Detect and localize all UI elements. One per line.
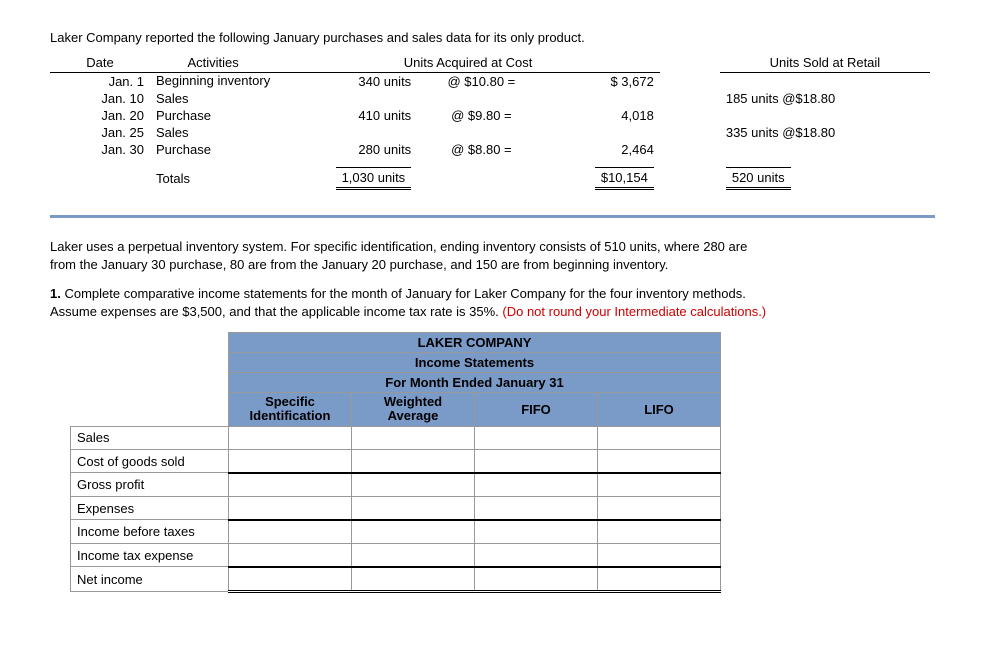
stmt-title-2: Income Statements xyxy=(229,353,721,373)
row-gp: Gross profit xyxy=(71,473,229,497)
table-row: Jan. 30 Purchase 280 units @ $8.80 = 2,4… xyxy=(50,141,930,158)
input-cell[interactable] xyxy=(475,449,598,473)
paragraph-1: Laker uses a perpetual inventory system.… xyxy=(50,238,770,273)
input-cell[interactable] xyxy=(475,473,598,497)
input-cell[interactable] xyxy=(352,473,475,497)
input-cell[interactable] xyxy=(229,520,352,544)
input-cell[interactable] xyxy=(352,449,475,473)
input-cell[interactable] xyxy=(229,473,352,497)
row-exp: Expenses xyxy=(71,496,229,520)
table-row: Jan. 20 Purchase 410 units @ $9.80 = 4,0… xyxy=(50,107,930,124)
row-ni: Net income xyxy=(71,567,229,592)
table-row: Jan. 10 Sales 185 units @$18.80 xyxy=(50,90,930,107)
input-cell[interactable] xyxy=(352,520,475,544)
divider xyxy=(50,207,935,218)
col-weighted: Weighted Average xyxy=(352,393,475,427)
input-cell[interactable] xyxy=(229,496,352,520)
table-row: Jan. 25 Sales 335 units @$18.80 xyxy=(50,124,930,141)
totals-row: Totals 1,030 units $10,154 520 units xyxy=(50,166,930,191)
input-cell[interactable] xyxy=(229,426,352,449)
input-cell[interactable] xyxy=(229,543,352,567)
input-cell[interactable] xyxy=(475,543,598,567)
income-statement-table: LAKER COMPANY Income Statements For Mont… xyxy=(70,332,721,593)
stmt-title-1: LAKER COMPANY xyxy=(229,333,721,353)
intro-text: Laker Company reported the following Jan… xyxy=(50,30,935,45)
input-cell[interactable] xyxy=(598,449,721,473)
question-1: 1. Complete comparative income statement… xyxy=(50,285,770,320)
hdr-activities: Activities xyxy=(150,53,276,73)
row-sales: Sales xyxy=(71,426,229,449)
row-tax: Income tax expense xyxy=(71,543,229,567)
input-cell[interactable] xyxy=(475,520,598,544)
input-cell[interactable] xyxy=(475,567,598,592)
col-fifo: FIFO xyxy=(475,393,598,427)
input-cell[interactable] xyxy=(352,567,475,592)
purchases-table: Date Activities Units Acquired at Cost U… xyxy=(50,53,930,191)
input-cell[interactable] xyxy=(352,426,475,449)
col-lifo: LIFO xyxy=(598,393,721,427)
hdr-date: Date xyxy=(50,53,150,73)
input-cell[interactable] xyxy=(598,520,721,544)
row-ibt: Income before taxes xyxy=(71,520,229,544)
input-cell[interactable] xyxy=(352,496,475,520)
input-cell[interactable] xyxy=(475,426,598,449)
col-specific: Specific Identification xyxy=(229,393,352,427)
input-cell[interactable] xyxy=(598,543,721,567)
input-cell[interactable] xyxy=(229,449,352,473)
input-cell[interactable] xyxy=(229,567,352,592)
row-cogs: Cost of goods sold xyxy=(71,449,229,473)
input-cell[interactable] xyxy=(598,496,721,520)
hdr-sold: Units Sold at Retail xyxy=(720,53,930,73)
hdr-acquired: Units Acquired at Cost xyxy=(276,53,660,73)
input-cell[interactable] xyxy=(598,473,721,497)
input-cell[interactable] xyxy=(598,567,721,592)
stmt-title-3: For Month Ended January 31 xyxy=(229,373,721,393)
input-cell[interactable] xyxy=(598,426,721,449)
input-cell[interactable] xyxy=(475,496,598,520)
table-row: Jan. 1 Beginning inventory 340 units @ $… xyxy=(50,73,930,91)
input-cell[interactable] xyxy=(352,543,475,567)
